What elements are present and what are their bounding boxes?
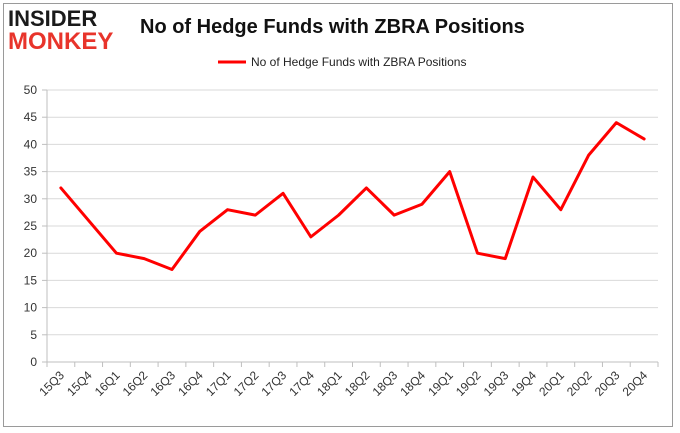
x-tick-label-19Q3: 19Q3 [481,368,512,399]
x-tick-label-18Q4: 18Q4 [397,368,428,399]
y-tick-label-40: 40 [24,137,38,151]
legend: No of Hedge Funds with ZBRA Positions [218,55,466,69]
y-tick-label-20: 20 [24,246,38,260]
legend-label: No of Hedge Funds with ZBRA Positions [251,55,466,69]
y-axis-ticks: 0 5 10 15 20 25 30 35 40 45 50 [24,83,47,369]
x-tick-label-16Q1: 16Q1 [92,368,123,399]
y-tick-label-25: 25 [24,219,38,233]
x-tick-label-20Q2: 20Q2 [564,368,595,399]
chart-title: No of Hedge Funds with ZBRA Positions [140,16,525,38]
x-tick-label-16Q3: 16Q3 [147,368,178,399]
y-tick-label-15: 15 [24,273,38,287]
series-group [59,121,646,272]
x-tick-label-17Q3: 17Q3 [259,368,290,399]
x-tick-label-15Q3: 15Q3 [36,368,67,399]
x-tick-label-17Q4: 17Q4 [286,368,317,399]
x-tick-label-15Q4: 15Q4 [64,368,95,399]
series-line-0 [59,121,646,272]
y-tick-label-10: 10 [24,301,38,315]
x-tick-label-17Q1: 17Q1 [203,368,234,399]
x-tick-label-20Q1: 20Q1 [536,368,567,399]
x-tick-label-16Q2: 16Q2 [120,368,151,399]
y-tick-label-35: 35 [24,165,38,179]
logo-line-2: MONKEY [8,28,114,55]
y-tick-label-30: 30 [24,192,38,206]
logo-line-1: INSIDER [8,6,98,31]
x-axis-ticks: 15Q315Q416Q116Q216Q316Q417Q117Q217Q317Q4… [36,362,659,399]
x-tick-label-19Q1: 19Q1 [425,368,456,399]
x-tick-label-19Q4: 19Q4 [508,368,539,399]
gridlines [47,89,658,336]
x-tick-label-18Q3: 18Q3 [370,368,401,399]
x-tick-label-19Q2: 19Q2 [453,368,484,399]
x-tick-label-20Q4: 20Q4 [620,368,651,399]
x-tick-label-18Q1: 18Q1 [314,368,345,399]
y-tick-label-0: 0 [30,355,37,369]
insider-monkey-logo: INSIDER MONKEY [8,8,130,54]
y-tick-label-5: 5 [30,328,37,342]
x-tick-label-16Q4: 16Q4 [175,368,206,399]
x-tick-label-18Q2: 18Q2 [342,368,373,399]
x-tick-label-17Q2: 17Q2 [231,368,262,399]
x-tick-label-20Q3: 20Q3 [592,368,623,399]
y-tick-label-50: 50 [24,83,38,97]
y-tick-label-45: 45 [24,110,38,124]
